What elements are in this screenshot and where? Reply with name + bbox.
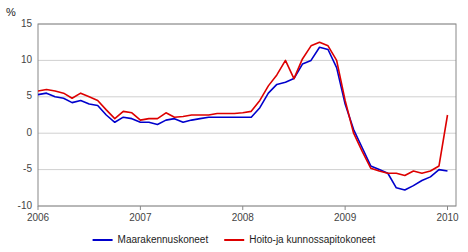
y-tick-label: 0	[26, 127, 32, 138]
series-line	[38, 47, 448, 190]
legend-swatch	[93, 239, 113, 241]
plot-frame	[38, 24, 456, 206]
legend: Maarakennuskoneet Hoito-ja kunnossapitoko…	[93, 234, 376, 245]
plot-area	[38, 42, 448, 190]
grid-line	[38, 133, 456, 134]
x-tick-label: 2008	[232, 212, 255, 223]
x-tick	[447, 206, 448, 210]
chart: -10 -5 0 5 10 15 2006 2007 2008 2009 2010% Maaraken…	[0, 0, 468, 252]
x-tick	[38, 206, 39, 210]
y-axis-label: %	[6, 6, 16, 18]
x-tick	[242, 206, 243, 210]
y-tick-label: 15	[21, 18, 33, 29]
legend-label: Hoito-ja kunnossapitokoneet	[249, 234, 375, 245]
y-tick-label: -10	[18, 200, 33, 211]
y-tick-label: 5	[26, 90, 32, 101]
x-tick-label: 2010	[436, 212, 459, 223]
grid-line	[38, 60, 456, 61]
y-tick-label: -5	[23, 163, 32, 174]
grid-line	[38, 169, 456, 170]
legend-swatch	[224, 239, 244, 241]
x-tick	[345, 206, 346, 210]
legend-label: Maarakennuskoneet	[118, 234, 209, 245]
y-tick-label: 10	[21, 54, 33, 65]
x-tick-label: 2007	[129, 212, 152, 223]
legend-item: Maarakennuskoneet	[93, 234, 209, 245]
x-tick	[140, 206, 141, 210]
x-tick-label: 2009	[334, 212, 357, 223]
series-line	[38, 42, 448, 175]
grid-line	[38, 96, 456, 97]
x-tick-label: 2006	[27, 212, 50, 223]
legend-item: Hoito-ja kunnossapitokoneet	[224, 234, 375, 245]
